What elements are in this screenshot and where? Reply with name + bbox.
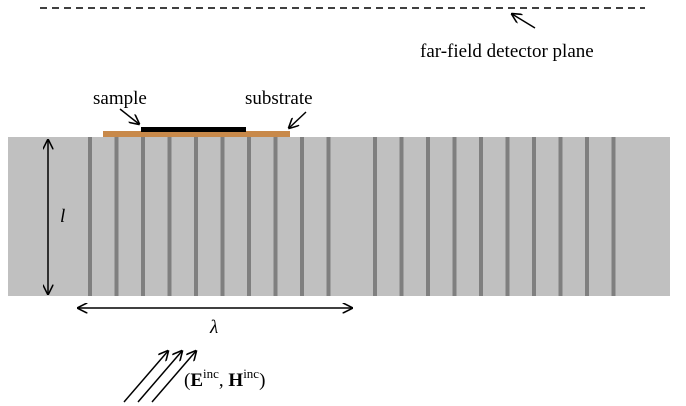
paren: ) <box>259 370 265 391</box>
substrate-label: substrate <box>245 88 313 109</box>
grating-bar <box>453 137 457 296</box>
grating-bar <box>221 137 225 296</box>
grating-bar <box>479 137 483 296</box>
grating-bar <box>559 137 563 296</box>
grating-bar <box>247 137 251 296</box>
substrate-arrow <box>289 112 306 128</box>
grating-bar <box>327 137 331 296</box>
detector-arrow <box>512 14 535 28</box>
e-field: E <box>190 370 203 391</box>
sample-label: sample <box>93 88 147 109</box>
grating-bar <box>426 137 430 296</box>
grating-bar <box>585 137 589 296</box>
superscript: inc <box>243 366 259 381</box>
metasurface-slab <box>8 137 670 296</box>
grating-bar <box>400 137 404 296</box>
grating-bar <box>274 137 278 296</box>
grating-bar <box>194 137 198 296</box>
grating-bar <box>532 137 536 296</box>
grating-bar <box>141 137 145 296</box>
grating-bar <box>373 137 377 296</box>
grating-bar <box>300 137 304 296</box>
sample <box>141 127 246 132</box>
thickness-label: l <box>60 206 65 227</box>
sample-arrow <box>120 109 139 124</box>
grating-bar <box>168 137 172 296</box>
detector-label: far-field detector plane <box>420 41 594 62</box>
grating-bar <box>612 137 616 296</box>
incident-arrow <box>124 351 168 402</box>
incident-label: (Einc, Hinc) <box>184 366 265 391</box>
superscript: inc <box>203 366 219 381</box>
h-field: H <box>228 370 243 391</box>
diagram: far-field detector plane sample substrat… <box>0 0 686 406</box>
grating-bar <box>506 137 510 296</box>
comma: , <box>219 370 229 391</box>
incident-arrow <box>138 351 182 402</box>
grating-bar <box>88 137 92 296</box>
period-label: λ <box>209 317 218 338</box>
grating-bar <box>115 137 119 296</box>
